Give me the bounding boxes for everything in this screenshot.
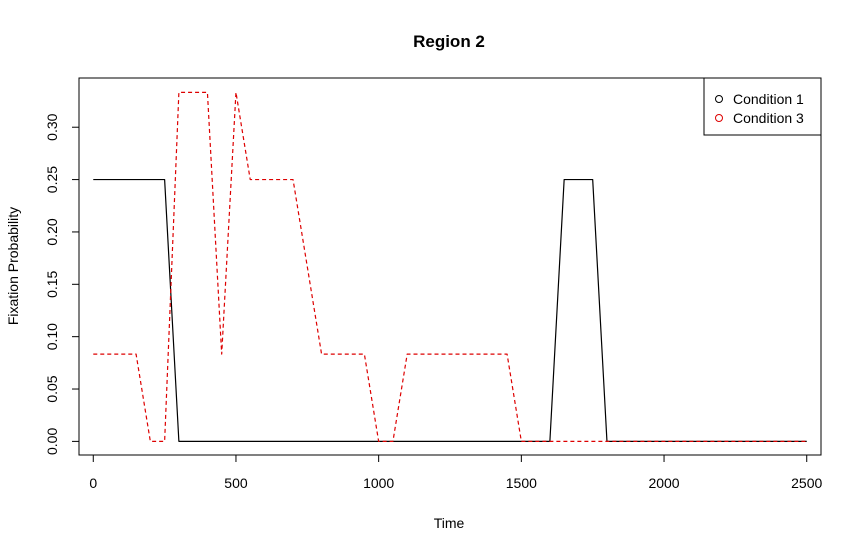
legend-label: Condition 1 — [733, 91, 804, 107]
y-tick-label: 0.00 — [44, 428, 60, 455]
x-axis-label: Time — [434, 515, 465, 531]
y-axis: 0.00 0.05 0.10 0.15 0.20 0.25 0.30 — [44, 113, 80, 455]
legend-box — [703, 77, 822, 136]
y-tick-label: 0.10 — [44, 323, 60, 350]
x-axis: 0 500 1000 1500 2000 2500 — [89, 454, 823, 491]
legend-marker — [715, 95, 723, 103]
x-tick-label: 2500 — [791, 475, 822, 491]
y-tick-label: 0.25 — [44, 166, 60, 193]
x-tick-label: 0 — [89, 475, 97, 491]
series-line-2 — [93, 91, 807, 442]
y-tick-label: 0.20 — [44, 218, 60, 245]
y-tick-label: 0.30 — [44, 113, 60, 140]
series-layer — [93, 91, 807, 442]
legend-marker — [715, 114, 723, 122]
y-tick-label: 0.15 — [44, 270, 60, 297]
series-line-1 — [93, 178, 807, 442]
x-tick-label: 500 — [224, 475, 248, 491]
y-tick-label: 0.05 — [44, 375, 60, 402]
x-tick-label: 2000 — [648, 475, 679, 491]
legend-label: Condition 3 — [733, 110, 804, 126]
chart-title: Region 2 — [413, 32, 485, 51]
x-tick-label: 1500 — [506, 475, 537, 491]
y-axis-label: Fixation Probability — [5, 207, 21, 325]
x-tick-label: 1000 — [363, 475, 394, 491]
legend: Condition 1 Condition 3 — [703, 77, 822, 136]
